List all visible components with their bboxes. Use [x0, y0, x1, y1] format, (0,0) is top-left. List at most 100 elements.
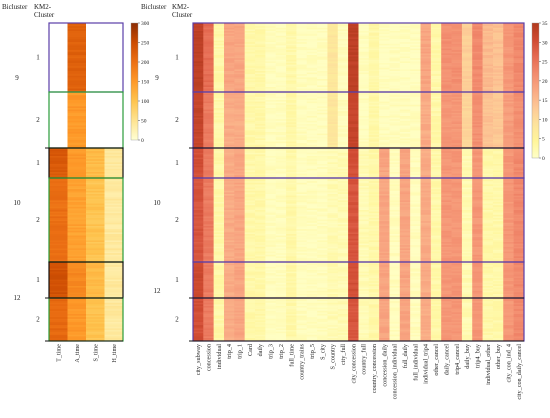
heatmap-cell-row	[337, 112, 349, 115]
heatmap-cell-row	[104, 224, 124, 226]
heatmap-cell-row	[430, 120, 442, 123]
heatmap-cell-row	[213, 87, 225, 89]
heatmap-cell-row	[482, 37, 494, 39]
heatmap-cell-row	[203, 259, 214, 262]
heatmap-cell-row	[234, 213, 246, 215]
heatmap-cell-row	[265, 192, 277, 194]
heatmap-cell-row	[492, 66, 504, 68]
heatmap-cell-row	[451, 133, 463, 136]
heatmap-cell-row	[193, 234, 204, 236]
heatmap-cell-row	[410, 152, 421, 155]
heatmap-cell-row	[244, 230, 256, 233]
heatmap-cell-row	[379, 92, 390, 94]
heatmap-cell-row	[389, 69, 401, 71]
heatmap-cell-row	[337, 51, 349, 54]
heatmap-cell-row	[348, 200, 359, 202]
heatmap-cell-row	[234, 27, 246, 30]
heatmap-cell-row	[296, 160, 308, 163]
heatmap-cell-row	[255, 106, 266, 108]
heatmap-cell-row	[49, 208, 68, 210]
heatmap-cell-row	[430, 149, 442, 152]
heatmap-cell-row	[441, 35, 452, 38]
heatmap-cell-row	[503, 39, 514, 41]
heatmap-cell-row	[224, 259, 235, 262]
heatmap-cell-row	[203, 48, 214, 51]
heatmap-cell-row	[255, 154, 266, 156]
heatmap-cell-row	[203, 160, 214, 163]
heatmap-cell-row	[306, 45, 318, 47]
heatmap-cell-row	[265, 230, 277, 233]
heatmap-cell-row	[410, 144, 421, 147]
heatmap-cell-row	[399, 40, 411, 43]
heatmap-cell-row	[67, 299, 87, 302]
heatmap-cell-row	[379, 206, 390, 209]
heatmap-cell-row	[213, 124, 225, 126]
heatmap-cell-row	[368, 48, 380, 51]
heatmap-cell-row	[213, 216, 225, 218]
heatmap-cell-row	[358, 154, 370, 156]
heatmap-cell-row	[420, 143, 432, 145]
heatmap-cell-row	[513, 124, 525, 126]
heatmap-cell-row	[193, 243, 204, 246]
heatmap-cell-row	[203, 234, 214, 236]
heatmap-cell-row	[224, 39, 235, 41]
heatmap-cell-row	[399, 148, 411, 150]
heatmap-cell-row	[213, 111, 225, 113]
heatmap-cell-row	[513, 63, 525, 65]
heatmap-cell-row	[317, 192, 328, 194]
heatmap-cell-row	[420, 58, 432, 60]
heatmap-cell-row	[389, 165, 401, 168]
heatmap-cell-row	[213, 190, 225, 193]
heatmap-cell-row	[430, 58, 442, 60]
heatmap-cell-row	[389, 96, 401, 99]
heatmap-cell-row	[368, 184, 380, 186]
heatmap-cell-row	[244, 48, 256, 51]
heatmap-cell-row	[193, 31, 204, 33]
heatmap-cell-row	[286, 189, 297, 191]
heatmap-cell-row	[317, 160, 328, 163]
heatmap-cell-row	[224, 192, 235, 194]
heatmap-cell-row	[296, 116, 308, 118]
heatmap-cell-row	[306, 23, 318, 25]
heatmap-cell-row	[337, 114, 349, 116]
heatmap-cell-row	[104, 234, 124, 236]
heatmap-cell-row	[244, 87, 256, 89]
heatmap-cell-row	[193, 168, 204, 171]
heatmap-cell-row	[492, 162, 504, 164]
heatmap-cell-row	[492, 172, 504, 174]
heatmap-cell-row	[234, 232, 246, 234]
heatmap-cell-row	[327, 80, 339, 83]
heatmap-cell-row	[451, 152, 463, 155]
heatmap-cell-row	[451, 72, 463, 75]
heatmap-cell-row	[67, 27, 87, 30]
heatmap-cell-row	[255, 58, 266, 60]
heatmap-cell-row	[255, 219, 266, 222]
heatmap-cell-row	[255, 211, 266, 214]
heatmap-cell-row	[348, 24, 359, 27]
heatmap-cell-row	[441, 56, 452, 59]
heatmap-cell-row	[379, 219, 390, 222]
heatmap-cell-row	[224, 116, 235, 118]
heatmap-cell-row	[399, 55, 411, 57]
heatmap-cell-row	[317, 55, 328, 57]
heatmap-cell-row	[451, 56, 463, 59]
heatmap-cell-row	[49, 195, 68, 198]
heatmap-cell-row	[482, 122, 494, 124]
heatmap-cell-row	[327, 186, 339, 188]
heatmap-cell-row	[286, 143, 297, 145]
heatmap-cell-row	[379, 117, 390, 120]
heatmap-cell-row	[203, 213, 214, 215]
heatmap-cell-row	[451, 100, 463, 102]
heatmap-cell-row	[67, 93, 87, 96]
heatmap-cell-row	[327, 75, 339, 78]
heatmap-cell-row	[67, 108, 87, 110]
heatmap-cell-row	[234, 45, 246, 47]
heatmap-cell-row	[348, 213, 359, 215]
heatmap-cell-row	[317, 133, 328, 136]
heatmap-cell-row	[513, 96, 525, 99]
heatmap-cell-row	[503, 63, 514, 65]
heatmap-cell-row	[399, 135, 411, 137]
heatmap-cell-row	[389, 240, 401, 242]
heatmap-cell-row	[317, 58, 328, 60]
heatmap-cell-row	[67, 230, 87, 233]
